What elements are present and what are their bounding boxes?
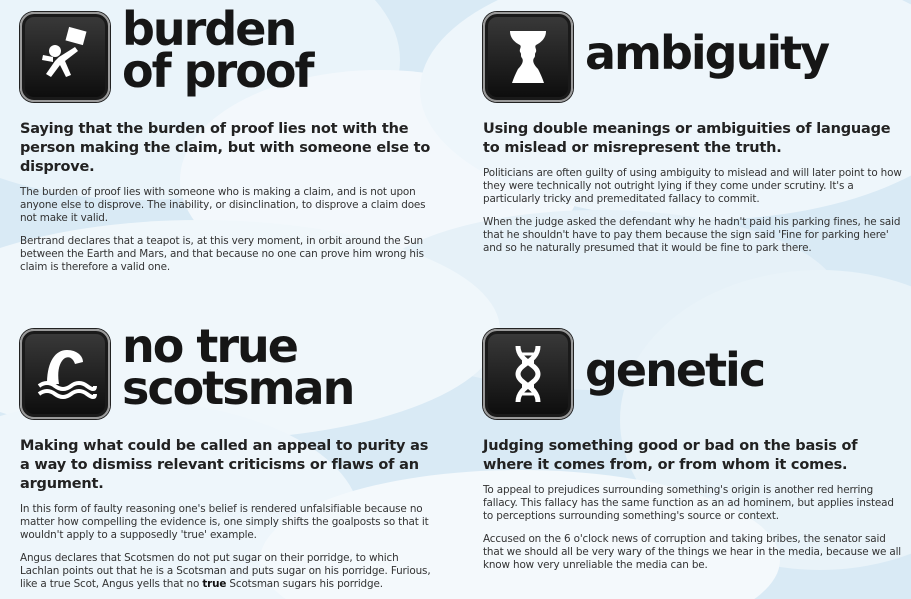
- fallacy-explanation: Politicians are often guilty of using am…: [483, 167, 902, 206]
- fallacy-panel-burden-of-proof: burden of proof Saying that the burden o…: [20, 6, 440, 274]
- fallacy-example: Bertrand declares that a teapot is, at t…: [20, 234, 424, 274]
- emphasis-true: true: [202, 578, 227, 591]
- fallacy-title: no true scotsman: [122, 319, 355, 415]
- fallacy-example: Angus declares that Scotsmen do not put …: [20, 551, 431, 591]
- loch-ness-monster-icon: [20, 329, 110, 419]
- dna-helix-icon: [483, 329, 573, 419]
- fallacy-explanation: To appeal to prejudices surrounding some…: [483, 484, 894, 523]
- fallacy-explanation: The burden of proof lies with someone wh…: [20, 186, 426, 225]
- fallacy-definition: Using double meanings or ambiguities of …: [483, 121, 891, 156]
- fallacy-title: ambiguity: [585, 26, 830, 80]
- fallacy-title: burden of proof: [122, 2, 314, 98]
- fallacy-definition: Judging something good or bad on the bas…: [483, 438, 858, 473]
- fallacy-panel-genetic: genetic Judging something good or bad on…: [483, 329, 903, 572]
- vase-faces-icon: [483, 12, 573, 102]
- fallacy-definition: Making what could be called an appeal to…: [20, 438, 429, 492]
- fallacy-definition: Saying that the burden of proof lies not…: [20, 121, 431, 175]
- fallacy-panel-ambiguity: ambiguity Using double meanings or ambig…: [483, 12, 903, 255]
- fallacy-explanation: In this form of faulty reasoning one's b…: [20, 503, 429, 542]
- fallacy-title: genetic: [585, 343, 766, 397]
- fallacy-example: When the judge asked the defendant why h…: [483, 215, 901, 255]
- fallacy-example: Accused on the 6 o'clock news of corrupt…: [483, 532, 902, 572]
- fallacy-panel-no-true-scotsman: no true scotsman Making what could be ca…: [20, 323, 440, 591]
- falling-person-icon: [20, 12, 110, 102]
